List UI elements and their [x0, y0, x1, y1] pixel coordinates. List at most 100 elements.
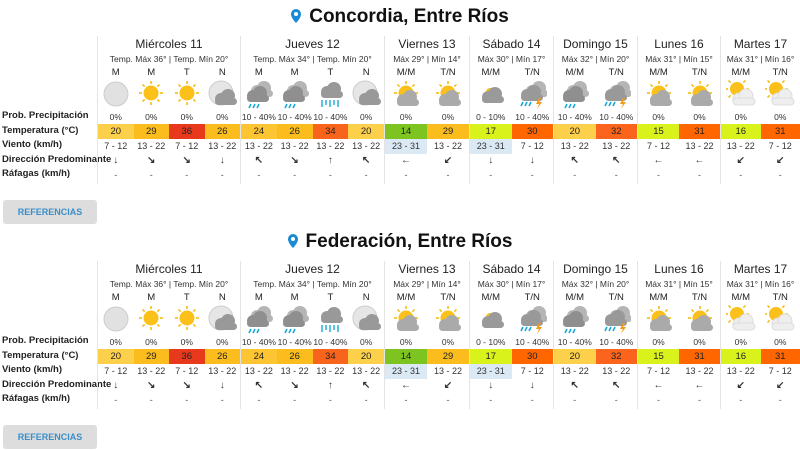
precip-prob: 0% — [109, 337, 122, 347]
temperature: 15 — [638, 124, 679, 139]
period-label: M/M — [565, 292, 584, 303]
period-label: T/N — [691, 292, 708, 303]
precip-prob: 0% — [180, 112, 193, 122]
wind-direction-arrow-icon: ↘ — [182, 155, 191, 166]
location-title: Concordia, Entre Ríos — [0, 6, 800, 28]
wind-speed: 13 - 22 — [280, 141, 309, 151]
day-temp-range: Máx 29° | Mín 14° — [393, 279, 461, 289]
label-dir: Dirección Predominante — [2, 378, 112, 390]
period-slot: M 0% 29 13 - 22 ↘ - — [133, 291, 169, 407]
gusts: - — [149, 170, 153, 180]
rain-sun-icon — [321, 307, 344, 332]
period-label: M/M — [396, 67, 416, 78]
temperature: 17 — [470, 349, 512, 364]
temperature: 20 — [348, 349, 384, 364]
day-column: Miércoles 11 Temp. Máx 36° | Temp. Mín 2… — [97, 36, 240, 184]
wind-speed: 13 - 22 — [137, 366, 166, 376]
period-label: N — [362, 67, 370, 78]
referencias-button[interactable]: REFERENCIAS — [3, 200, 97, 224]
period-label: T — [327, 292, 334, 303]
day-column: Domingo 15 Máx 32° | Mín 20° M/M 10 - 40… — [553, 261, 637, 409]
day-name: Sábado 14 — [482, 37, 541, 51]
gusts: - — [364, 170, 368, 180]
moon-cloud-icon — [352, 80, 382, 106]
wind-speed: 13 - 22 — [433, 141, 463, 151]
gusts: - — [257, 170, 261, 180]
gusts: - — [328, 170, 332, 180]
period-label: M/M — [731, 292, 750, 303]
storm-cloud-icon — [246, 81, 273, 109]
sun-icon — [174, 81, 199, 105]
period-slot: T/N 0% 31 7 - 12 ↙ - — [760, 291, 800, 407]
gusts: - — [530, 395, 534, 405]
period-slot: M 10 - 40% 24 13 - 22 ↖ - — [241, 291, 277, 407]
moon-icon — [103, 306, 129, 332]
precip-prob: 10 - 40% — [599, 337, 634, 347]
gusts: - — [220, 170, 224, 180]
day-temp-range: Temp. Máx 34° | Temp. Mín 20° — [253, 54, 372, 64]
temperature: 32 — [595, 349, 637, 364]
day-name: Miércoles 11 — [135, 37, 203, 51]
sun-cloud-icon — [687, 81, 713, 106]
location-pin-icon — [291, 9, 302, 23]
storm-cloud-icon — [562, 306, 589, 334]
precip-prob: 0% — [652, 112, 665, 122]
label-raf: Ráfagas (km/h) — [2, 393, 71, 404]
period-label: M/M — [731, 67, 750, 78]
wind-direction-arrow-icon: ↓ — [488, 155, 494, 166]
gusts: - — [489, 170, 493, 180]
wind-direction-arrow-icon: ↘ — [182, 380, 191, 391]
wind-speed: 23 - 31 — [470, 139, 512, 154]
moon-cloud-icon — [208, 80, 238, 106]
thunderstorm-icon — [520, 306, 548, 334]
wind-direction-arrow-icon: ↘ — [290, 155, 299, 166]
wind-direction-arrow-icon: ← — [401, 380, 411, 391]
wind-direction-arrow-icon: ↖ — [570, 380, 579, 391]
wind-speed: 13 - 22 — [244, 366, 273, 376]
wind-direction-arrow-icon: ↙ — [776, 380, 785, 391]
gusts: - — [293, 395, 297, 405]
period-label: N — [362, 292, 370, 303]
referencias-button[interactable]: REFERENCIAS — [3, 425, 97, 449]
period-slot: M 0% 20 7 - 12 ↓ - — [98, 291, 134, 407]
period-slot: T/N 0% 31 13 - 22 ← - — [679, 66, 720, 182]
wind-speed: 7 - 12 — [104, 366, 128, 376]
wind-speed: 7 - 12 — [520, 141, 544, 151]
period-slot: N 0% 20 13 - 22 ↖ - — [348, 291, 384, 407]
wind-speed: 7 - 12 — [520, 366, 544, 376]
period-slot: M/M 0 - 10% 17 23 - 31 ↓ - — [470, 291, 512, 407]
location-forecast: Federación, Entre Ríos Prob. Precipitaci… — [0, 225, 800, 450]
period-slot: T/N 10 - 40% 30 7 - 12 ↓ - — [511, 66, 553, 182]
period-slot: M/M 10 - 40% 20 13 - 22 ↖ - — [554, 291, 596, 407]
wind-speed: 7 - 12 — [104, 141, 128, 151]
day-temp-range: Máx 30° | Mín 17° — [477, 54, 546, 64]
precip-prob: 10 - 40% — [277, 337, 312, 347]
temperature: 30 — [511, 124, 553, 139]
day-name: Domingo 15 — [563, 262, 628, 276]
wind-speed: 7 - 12 — [646, 366, 670, 376]
precip-prob: 0% — [216, 337, 229, 347]
temperature: 31 — [760, 349, 800, 364]
temperature: 34 — [312, 349, 349, 364]
period-slot: M/M 0 - 10% 17 23 - 31 ↓ - — [470, 66, 512, 182]
precip-prob: 0% — [774, 112, 787, 122]
wind-direction-arrow-icon: ↖ — [254, 380, 264, 391]
wind-direction-arrow-icon: ↖ — [361, 380, 371, 391]
wind-speed: 7 - 12 — [175, 141, 199, 151]
wind-speed: 7 - 12 — [646, 141, 670, 151]
temperature: 26 — [204, 349, 240, 364]
precip-prob: 10 - 40% — [599, 112, 634, 122]
day-column: Martes 17 Máx 31° | Mín 16° M/M 0% 16 13… — [720, 36, 800, 184]
temperature: 20 — [554, 124, 596, 139]
day-temp-range: Máx 31° | Mín 15° — [645, 279, 713, 289]
wind-speed: 13 - 22 — [137, 141, 166, 151]
day-column: Sábado 14 Máx 30° | Mín 17° M/M 0 - 10% … — [469, 36, 553, 184]
period-slot: T 10 - 40% 34 13 - 22 ↑ - — [312, 291, 349, 407]
period-slot: N 0% 26 13 - 22 ↓ - — [204, 291, 240, 407]
sun-cloud-icon — [436, 306, 461, 331]
period-label: M — [111, 292, 120, 303]
temperature: 30 — [511, 349, 553, 364]
period-label: N — [218, 292, 226, 303]
wind-speed: 13 - 22 — [316, 141, 345, 151]
period-slot: M/M 0% 14 23 - 31 ← - — [385, 291, 427, 407]
